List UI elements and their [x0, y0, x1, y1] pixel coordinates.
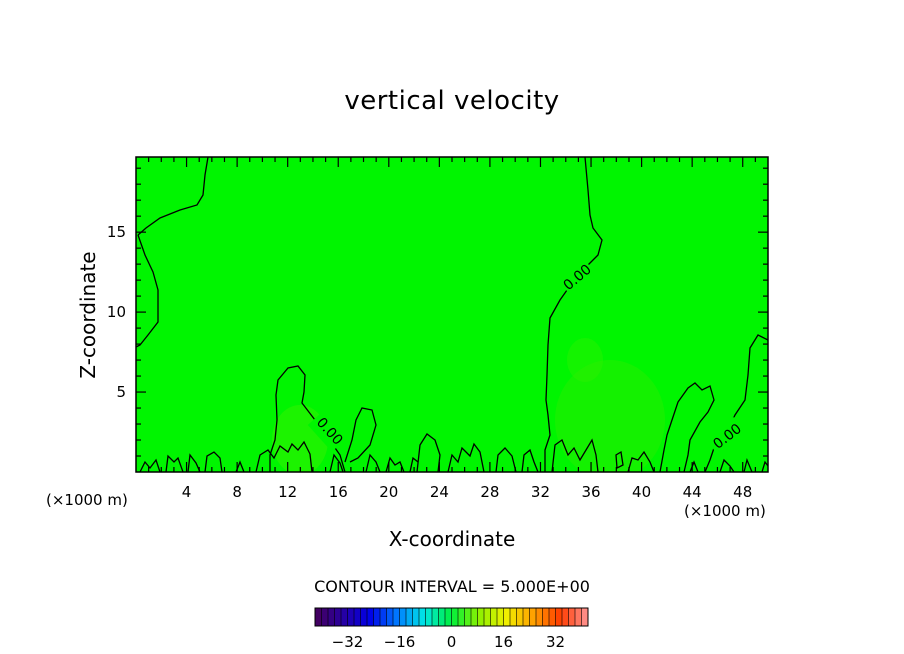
x-tick-label: 32	[531, 483, 550, 501]
colorbar-cell	[575, 608, 582, 626]
contour-noise-bottom	[139, 438, 768, 472]
colorbar-cell	[471, 608, 478, 626]
colorbar-cell	[497, 608, 504, 626]
x-unit-right: (×1000 m)	[684, 502, 766, 520]
contour-right-main	[544, 157, 603, 472]
colorbar-cell	[549, 608, 556, 626]
contour-tower-42	[659, 382, 715, 472]
colorbar-cell	[315, 608, 322, 626]
x-tick-label: 44	[683, 483, 702, 501]
contour-small-24	[416, 433, 441, 472]
x-tick-label: 16	[329, 483, 348, 501]
contour-right-edge	[704, 334, 768, 472]
colorbar-cell	[581, 608, 589, 626]
colorbar-cell	[536, 608, 543, 626]
y-tick-label: 5	[116, 383, 126, 401]
contour-interval-text: CONTOUR INTERVAL = 5.000E+00	[314, 577, 590, 596]
colorbar-cell	[380, 608, 387, 626]
colorbar-cell	[510, 608, 517, 626]
x-tick-label: 28	[480, 483, 499, 501]
x-tick-label: 24	[430, 483, 449, 501]
axis-ticks	[136, 157, 768, 472]
contour-tower-18	[344, 407, 377, 463]
colorbar-cell	[354, 608, 361, 626]
x-tick-label: 20	[379, 483, 398, 501]
colorbar-cell	[347, 608, 355, 626]
x-tick-label: 40	[632, 483, 651, 501]
colorbar-cell	[425, 608, 433, 626]
colorbar-cell	[328, 608, 335, 626]
contour-top-left	[137, 157, 209, 236]
chart-title: vertical velocity	[344, 86, 560, 116]
colorbar-cell	[477, 608, 485, 626]
colorbar-cell	[542, 608, 550, 626]
y-tick-label: 10	[107, 303, 126, 321]
contour-labels: 0.00 0.00 0.00	[307, 254, 747, 455]
y-tick-label: 15	[107, 223, 126, 241]
colorbar-cell	[341, 608, 348, 626]
colorbar-cell	[412, 608, 420, 626]
contour-small-38	[615, 450, 624, 470]
colorbar-cell	[360, 608, 368, 626]
x-axis-label: X-coordinate	[388, 527, 516, 551]
colorbar-cell	[451, 608, 459, 626]
colorbar-cell	[490, 608, 498, 626]
colorbar-cell	[562, 608, 569, 626]
colorbar-frame	[314, 607, 589, 627]
colorbar-cell	[334, 608, 342, 626]
colorbar-cell	[568, 608, 576, 626]
colorbar-tick-label: 0	[447, 633, 457, 651]
y-axis-label: Z-coordinate	[76, 251, 100, 379]
colorbar-cell	[523, 608, 530, 626]
colorbar-cell	[529, 608, 537, 626]
contour-left-lobe	[136, 234, 159, 348]
colorbar: −32 −16 0 16 32	[314, 607, 589, 651]
colorbar-cell	[399, 608, 407, 626]
colorbar-cell	[484, 608, 491, 626]
x-tick-label: 12	[278, 483, 297, 501]
colorbar-cell	[516, 608, 524, 626]
colorbar-cell	[438, 608, 446, 626]
colorbar-tick-label: −32	[332, 633, 364, 651]
colorbar-cell	[373, 608, 381, 626]
x-tick-label: 8	[232, 483, 242, 501]
x-tick-label: 36	[581, 483, 600, 501]
colorbar-cell	[503, 608, 511, 626]
colorbar-cell	[445, 608, 452, 626]
colorbar-cell	[555, 608, 563, 626]
colorbar-cell	[321, 608, 329, 626]
colorbar-tick-label: −16	[384, 633, 416, 651]
field-area	[136, 157, 768, 472]
colorbar-cell	[458, 608, 465, 626]
colorbar-tick-label: 32	[546, 633, 565, 651]
colorbar-cell	[386, 608, 394, 626]
x-tick-label: 48	[733, 483, 752, 501]
colorbar-cell	[464, 608, 472, 626]
x-tick-label: 4	[182, 483, 192, 501]
colorbar-cell	[419, 608, 426, 626]
colorbar-cell	[432, 608, 439, 626]
x-unit-left: (×1000 m)	[46, 491, 128, 509]
colorbar-tick-label: 16	[494, 633, 513, 651]
colorbar-cell	[393, 608, 400, 626]
colorbar-cell	[406, 608, 413, 626]
colorbar-cell	[367, 608, 374, 626]
